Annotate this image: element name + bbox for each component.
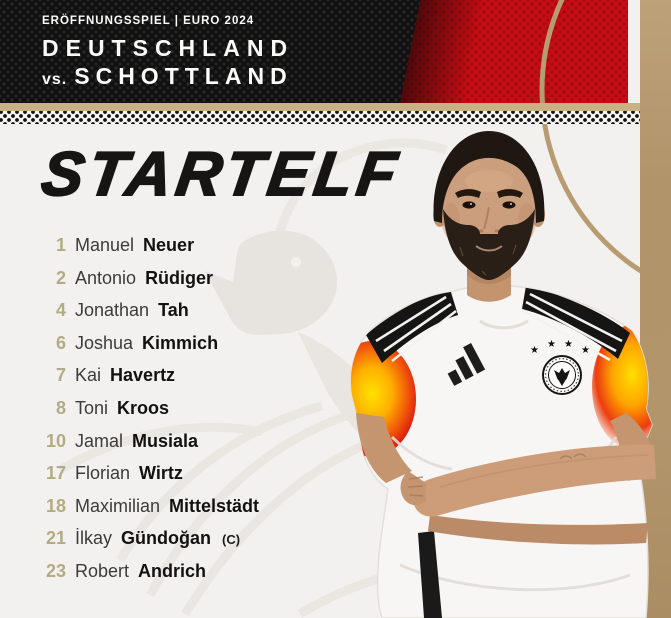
player-name: Toni Kroos <box>75 399 169 417</box>
home-team: DEUTSCHLAND <box>42 35 295 61</box>
svg-text:★: ★ <box>564 339 573 350</box>
player-first-name: Toni <box>75 397 114 418</box>
player-number: 6 <box>55 332 66 353</box>
jersey-side-stripe <box>418 531 442 618</box>
captain-badge: (C) <box>222 532 241 548</box>
match-eyebrow: ERÖFFNUNGSSPIEL | EURO 2024 <box>42 15 255 27</box>
player-last-name: Neuer <box>143 235 195 255</box>
player-name: Florian Wirtz <box>75 464 183 482</box>
player-last-name: Wirtz <box>139 463 183 484</box>
player-number: 10 <box>45 430 66 451</box>
player-number: 1 <box>55 235 66 255</box>
player-head <box>433 131 545 302</box>
player-last-name: Gündoğan <box>121 528 211 549</box>
crossed-arms <box>356 413 656 545</box>
player-last-name: Andrich <box>138 560 207 581</box>
player-name: Jamal Musiala <box>75 432 198 450</box>
player-name: Antonio Rüdiger <box>75 269 213 287</box>
player-row: 18 Maximilian Mittelstädt <box>30 497 330 515</box>
svg-text:★: ★ <box>547 339 556 350</box>
player-row: 4 Jonathan Tah <box>30 301 330 319</box>
player-last-name: Havertz <box>110 365 176 386</box>
player-row: 10 Jamal Musiala <box>30 432 330 450</box>
player-first-name: İlkay <box>75 528 118 549</box>
dotted-divider-strip <box>0 111 640 124</box>
player-first-name: Manuel <box>75 235 140 255</box>
player-name: Maximilian Mittelstädt <box>75 497 259 515</box>
player-last-name: Kroos <box>117 397 170 418</box>
player-number: 2 <box>55 267 66 288</box>
player-number: 7 <box>55 365 66 386</box>
player-first-name: Florian <box>75 463 136 484</box>
player-list: 1 Manuel Neuer 2 Antonio Rüdiger 4 Jonat… <box>30 236 330 595</box>
player-row: 21 İlkay Gündoğan (C) <box>30 529 330 547</box>
player-row: 6 Joshua Kimmich <box>30 334 330 352</box>
dfb-crest-icon: ★ ★ ★ ★ <box>530 339 590 395</box>
right-sleeve-accent <box>592 325 652 449</box>
player-name: Joshua Kimmich <box>75 334 218 352</box>
player-number: 8 <box>55 397 66 418</box>
player-last-name: Musiala <box>132 430 199 451</box>
player-name: Jonathan Tah <box>75 301 189 319</box>
player-last-name: Mittelstädt <box>169 495 260 516</box>
player-first-name: Kai <box>75 365 107 386</box>
player-number: 23 <box>45 560 66 581</box>
player-name: Manuel Neuer <box>75 236 194 254</box>
player-number: 17 <box>45 463 66 484</box>
beard <box>443 209 535 280</box>
player-first-name: Joshua <box>75 332 139 353</box>
versus-label: vs. <box>42 71 68 88</box>
player-name: İlkay Gündoğan (C) <box>75 529 240 549</box>
player-row: 7 Kai Havertz <box>30 366 330 384</box>
player-number: 4 <box>55 300 66 321</box>
player-number: 18 <box>45 495 66 516</box>
banner-red-block <box>400 0 628 104</box>
svg-text:★: ★ <box>581 345 590 356</box>
player-first-name: Antonio <box>75 267 142 288</box>
match-banner: ERÖFFNUNGSSPIEL | EURO 2024 DEUTSCHLAND … <box>0 0 628 104</box>
player-row: 17 Florian Wirtz <box>30 464 330 482</box>
player-photo: ★ ★ ★ ★ <box>350 131 656 618</box>
player-name: Kai Havertz <box>75 366 175 384</box>
player-first-name: Maximilian <box>75 495 166 516</box>
away-team-line: vs. SCHOTTLAND <box>42 63 294 93</box>
tan-divider-strip <box>0 103 640 111</box>
left-shoulder-panel <box>366 289 458 363</box>
player-first-name: Jonathan <box>75 300 155 321</box>
player-first-name: Jamal <box>75 430 129 451</box>
player-row: 2 Antonio Rüdiger <box>30 269 330 287</box>
svg-text:★: ★ <box>530 345 539 356</box>
player-last-name: Tah <box>158 300 189 321</box>
player-row: 23 Robert Andrich <box>30 562 330 580</box>
left-sleeve-accent <box>350 341 416 457</box>
player-last-name: Rüdiger <box>145 267 214 288</box>
hair <box>433 131 545 223</box>
away-team: SCHOTTLAND <box>74 63 293 89</box>
player-number: 21 <box>45 528 66 549</box>
player-first-name: Robert <box>75 560 135 581</box>
adidas-shoulder-stripes <box>375 292 623 363</box>
player-name: Robert Andrich <box>75 562 206 580</box>
player-row: 1 Manuel Neuer <box>30 236 330 254</box>
player-row: 8 Toni Kroos <box>30 399 330 417</box>
adidas-logo-icon <box>447 343 486 386</box>
player-last-name: Kimmich <box>142 332 219 353</box>
